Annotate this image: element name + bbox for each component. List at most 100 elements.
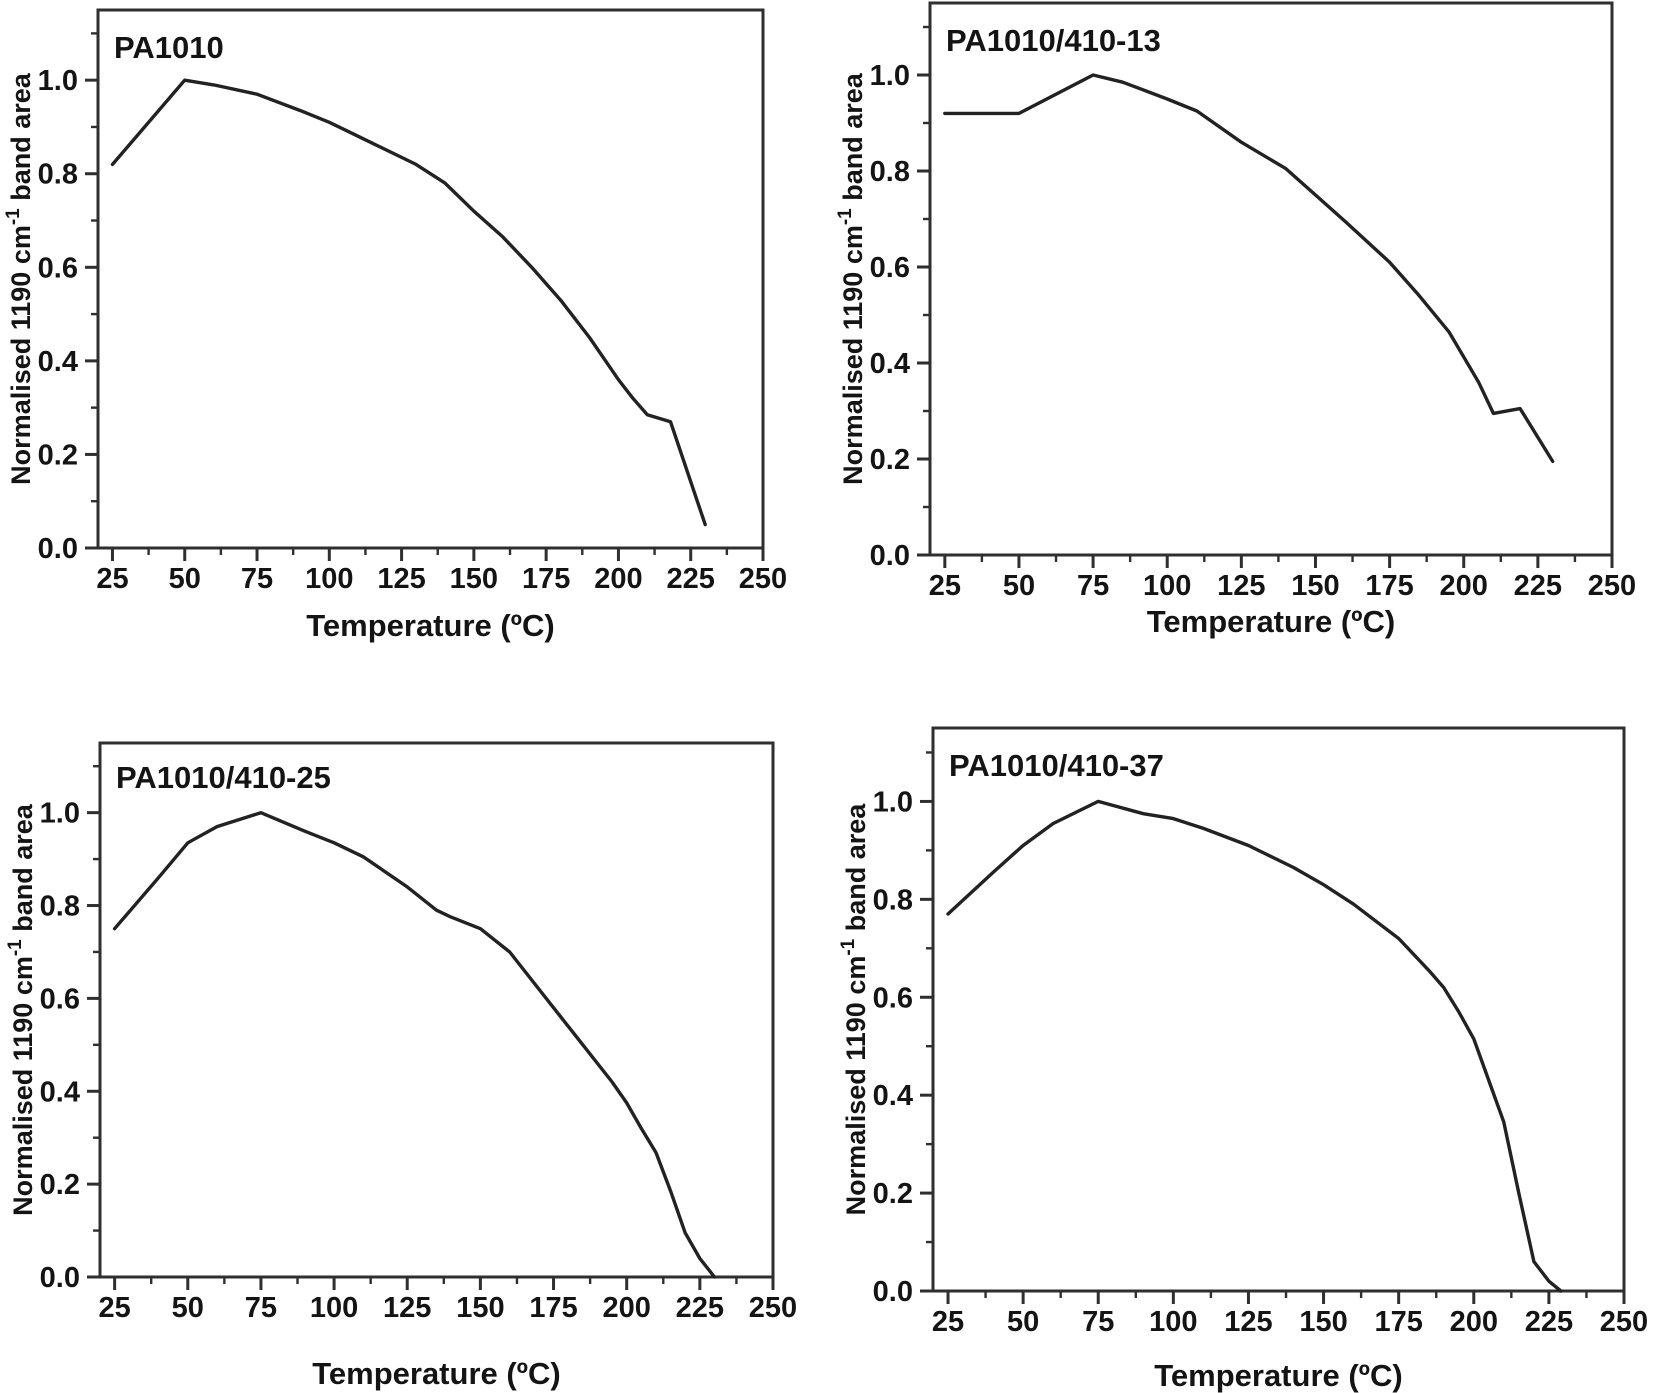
y-tick-label: 0.6 [870, 252, 910, 284]
x-tick-label: 200 [1450, 1306, 1498, 1338]
chart-panel-2: 25 50 75 100 125 150 175 200 225 250 0.0 0.2 0.4 0.6 0… [5, 741, 797, 1391]
x-axis-title: Temperature (ºC) [1147, 604, 1395, 639]
y-axis-label-superscript: -1 [5, 939, 26, 956]
y-tick-label: 0.2 [40, 1169, 80, 1201]
x-tick-label: 75 [1077, 570, 1109, 602]
y-tick-label: 0.8 [873, 884, 913, 916]
x-tick-label: 25 [96, 563, 128, 595]
plot-frame [928, 1, 1614, 557]
y-axis-label-superscript: -1 [835, 208, 856, 225]
y-tick-label: 1.0 [870, 60, 910, 92]
x-tick-label: 100 [1149, 1306, 1197, 1338]
plot-frame [931, 726, 1626, 1293]
x-tick-label: 225 [667, 563, 715, 595]
y-tick-label: 1.0 [40, 798, 80, 830]
x-tick-label: 50 [169, 563, 201, 595]
x-axis-title: Temperature (ºC) [1154, 1358, 1402, 1393]
y-tick-label: 0.8 [870, 156, 910, 188]
x-tick-label: 225 [676, 1292, 724, 1324]
y-axis-label-suffix: band area [841, 803, 871, 939]
y-tick-label: 1.0 [873, 786, 913, 818]
panel-title: PA1010/410-37 [949, 748, 1164, 783]
data-line [110, 78, 707, 527]
plot-frame [98, 741, 775, 1279]
plot-frame [96, 8, 765, 550]
y-axis-label-main: Normalised 1190 cm [8, 956, 38, 1216]
x-tick-label: 150 [450, 563, 498, 595]
chart-panel-0: 25 50 75 100 125 150 175 200 225 250 0.0 0.2 0.4 0.6 0… [3, 8, 787, 643]
y-axis-label-suffix: band area [838, 72, 868, 208]
panel-title: PA1010/410-25 [116, 760, 331, 795]
x-tick-label: 200 [594, 563, 642, 595]
x-tick-label: 225 [1514, 570, 1562, 602]
chart-panel-3: 25 50 75 100 125 150 175 200 225 250 0.0 0.2 0.4 0.6 0… [838, 726, 1648, 1393]
x-tick-label: 150 [1299, 1306, 1347, 1338]
x-tick-label: 125 [377, 563, 425, 595]
y-tick-label: 0.6 [873, 982, 913, 1014]
y-axis-label-main: Normalised 1190 cm [6, 225, 36, 485]
x-tick-label: 250 [749, 1292, 797, 1324]
x-tick-label: 175 [529, 1292, 577, 1324]
y-tick-label: 0.2 [870, 444, 910, 476]
y-tick-label: 0.0 [870, 540, 910, 572]
y-axis-label: Normalised 1190 cm-1 band area [3, 72, 36, 485]
y-tick-label: 0.4 [40, 1076, 80, 1108]
data-line [943, 73, 1555, 464]
y-axis-label-superscript: -1 [3, 208, 24, 225]
panel-title: PA1010 [114, 30, 224, 65]
x-tick-label: 100 [310, 1292, 358, 1324]
y-tick-label: 0.0 [873, 1276, 913, 1308]
x-tick-label: 175 [1365, 570, 1413, 602]
x-tick-label: 100 [1143, 570, 1191, 602]
y-axis-label-main: Normalised 1190 cm [838, 225, 868, 485]
y-tick-label: 0.4 [38, 346, 78, 378]
y-axis-label-superscript: -1 [838, 938, 859, 955]
y-axis-label: Normalised 1190 cm-1 band area [5, 803, 38, 1216]
data-line [946, 799, 1563, 1293]
y-tick-label: 0.0 [38, 533, 78, 565]
x-tick-label: 75 [245, 1292, 277, 1324]
y-tick-label: 1.0 [38, 65, 78, 97]
x-axis-title: Temperature (ºC) [312, 1356, 560, 1391]
x-tick-label: 150 [1291, 570, 1339, 602]
x-tick-label: 250 [739, 563, 787, 595]
y-tick-label: 0.0 [40, 1262, 80, 1294]
x-tick-label: 25 [929, 570, 961, 602]
y-tick-label: 0.4 [873, 1080, 913, 1112]
y-tick-label: 0.8 [40, 891, 80, 923]
y-axis-label: Normalised 1190 cm-1 band area [838, 803, 871, 1216]
x-tick-label: 75 [241, 563, 273, 595]
y-axis-label-suffix: band area [8, 803, 38, 939]
x-tick-label: 250 [1588, 570, 1636, 602]
x-tick-label: 50 [172, 1292, 204, 1324]
chart-panel-1: 25 50 75 100 125 150 175 200 225 250 0.0 0.2 0.4 0.6 0… [835, 1, 1636, 639]
x-tick-label: 125 [1217, 570, 1265, 602]
x-tick-label: 175 [522, 563, 570, 595]
x-tick-label: 100 [305, 563, 353, 595]
y-axis-label-suffix: band area [6, 72, 36, 208]
y-tick-label: 0.6 [40, 983, 80, 1015]
x-tick-label: 75 [1082, 1306, 1114, 1338]
y-tick-label: 0.4 [870, 348, 910, 380]
x-tick-label: 225 [1525, 1306, 1573, 1338]
x-tick-label: 200 [603, 1292, 651, 1324]
x-tick-label: 50 [1007, 1306, 1039, 1338]
x-tick-label: 125 [1224, 1306, 1272, 1338]
y-tick-label: 0.2 [873, 1178, 913, 1210]
y-tick-label: 0.2 [38, 439, 78, 471]
x-tick-label: 50 [1003, 570, 1035, 602]
x-tick-label: 250 [1600, 1306, 1648, 1338]
x-tick-label: 25 [98, 1292, 130, 1324]
x-tick-label: 150 [456, 1292, 504, 1324]
y-axis-label-main: Normalised 1190 cm [841, 956, 871, 1216]
y-tick-label: 0.8 [38, 159, 78, 191]
x-tick-label: 125 [383, 1292, 431, 1324]
x-axis-title: Temperature (ºC) [306, 608, 554, 643]
panel-title: PA1010/410-13 [946, 23, 1161, 58]
x-tick-label: 200 [1440, 570, 1488, 602]
x-tick-label: 175 [1374, 1306, 1422, 1338]
y-tick-label: 0.6 [38, 252, 78, 284]
data-line [112, 811, 717, 1279]
